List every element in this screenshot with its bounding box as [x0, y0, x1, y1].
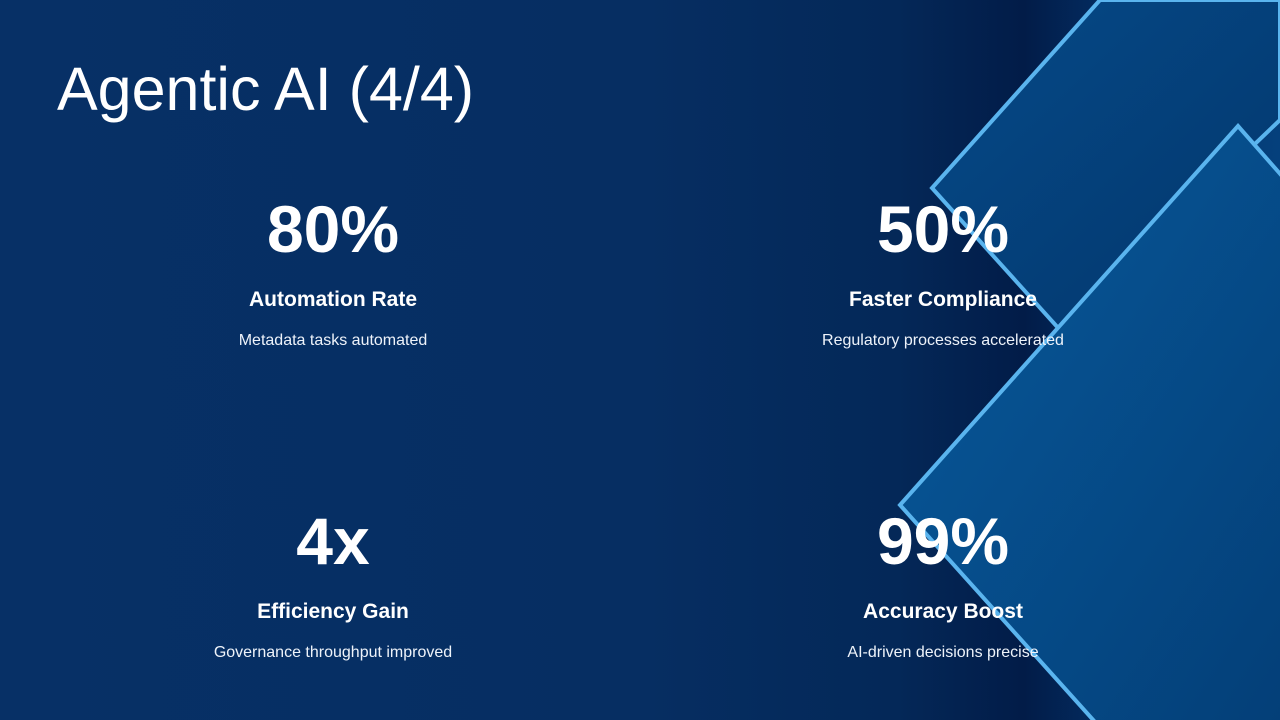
- stat-label: Automation Rate: [249, 288, 417, 311]
- stat-value: 80%: [266, 192, 400, 266]
- slide-title: Agentic AI (4/4): [57, 55, 475, 123]
- stat-efficiency-gain: 4x Efficiency Gain Governance throughput…: [83, 508, 583, 662]
- stat-label: Faster Compliance: [849, 288, 1037, 311]
- stat-value: 99%: [876, 504, 1010, 578]
- stat-label: Efficiency Gain: [257, 600, 409, 623]
- stat-label: Accuracy Boost: [863, 600, 1023, 623]
- stat-value: 50%: [876, 192, 1010, 266]
- stat-description: Metadata tasks automated: [238, 332, 428, 349]
- stat-value: 4x: [296, 504, 370, 578]
- stat-faster-compliance: 50% Faster Compliance Regulatory process…: [693, 196, 1193, 350]
- stat-description: AI-driven decisions precise: [847, 644, 1039, 661]
- diamond-shape-front: [897, 122, 1280, 720]
- stat-automation-rate: 80% Automation Rate Metadata tasks autom…: [83, 196, 583, 350]
- stat-description: Regulatory processes accelerated: [822, 332, 1064, 349]
- stat-description: Governance throughput improved: [213, 644, 453, 661]
- stat-accuracy-boost: 99% Accuracy Boost AI-driven decisions p…: [693, 508, 1193, 662]
